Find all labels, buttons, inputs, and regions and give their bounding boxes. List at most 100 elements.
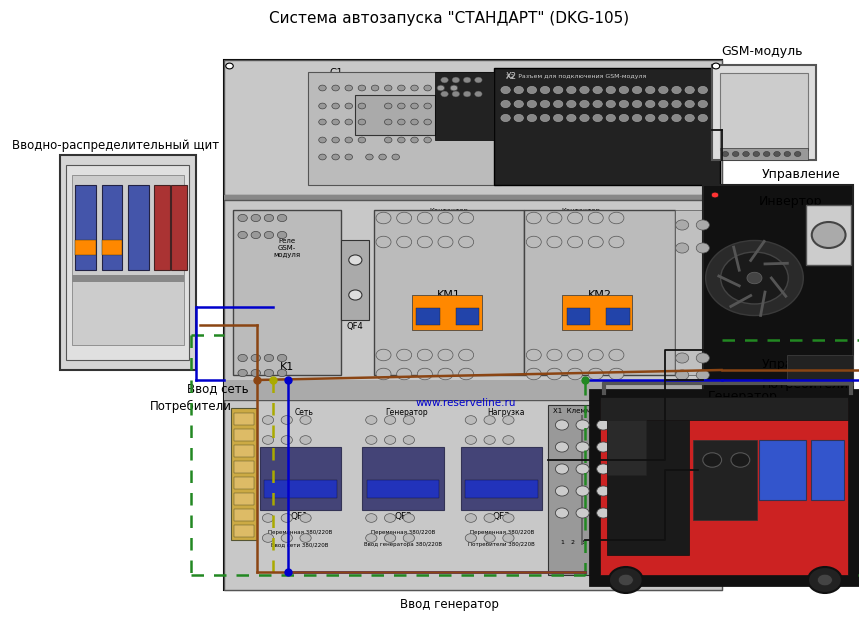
Circle shape bbox=[696, 353, 709, 363]
Circle shape bbox=[251, 214, 261, 222]
Bar bbox=[787, 355, 853, 385]
Bar bbox=[60, 155, 196, 370]
Text: Управление: Управление bbox=[762, 168, 841, 181]
Circle shape bbox=[349, 255, 362, 265]
Circle shape bbox=[392, 154, 399, 160]
Text: 2: 2 bbox=[571, 540, 574, 545]
Circle shape bbox=[262, 416, 274, 424]
Circle shape bbox=[465, 534, 476, 542]
Circle shape bbox=[527, 86, 537, 94]
Circle shape bbox=[459, 349, 474, 361]
Circle shape bbox=[441, 77, 449, 83]
Circle shape bbox=[300, 436, 311, 444]
Circle shape bbox=[576, 420, 589, 430]
Circle shape bbox=[417, 213, 432, 224]
Text: Контактор
Генератор: Контактор Генератор bbox=[561, 208, 600, 221]
Circle shape bbox=[597, 442, 610, 452]
Circle shape bbox=[514, 86, 523, 94]
Circle shape bbox=[450, 85, 458, 91]
Circle shape bbox=[547, 213, 562, 224]
Bar bbox=[590, 390, 857, 585]
Bar bbox=[607, 420, 646, 475]
Text: блок
управ.
-220/-115: блок управ. -220/-115 bbox=[381, 100, 408, 117]
Circle shape bbox=[527, 101, 537, 107]
Circle shape bbox=[423, 137, 431, 143]
Circle shape bbox=[438, 349, 453, 361]
Text: 5: 5 bbox=[601, 540, 605, 545]
Circle shape bbox=[617, 464, 630, 474]
Circle shape bbox=[475, 91, 482, 97]
Text: Вводно-распределительный щит: Вводно-распределительный щит bbox=[12, 139, 219, 152]
Circle shape bbox=[281, 416, 293, 424]
Circle shape bbox=[359, 137, 365, 143]
Circle shape bbox=[609, 368, 624, 380]
Circle shape bbox=[547, 349, 562, 361]
Circle shape bbox=[264, 369, 274, 377]
Circle shape bbox=[345, 85, 352, 91]
Circle shape bbox=[238, 231, 248, 239]
Circle shape bbox=[501, 86, 510, 94]
Bar bbox=[599, 397, 849, 420]
Circle shape bbox=[588, 349, 604, 361]
Bar bbox=[366, 480, 439, 498]
Circle shape bbox=[417, 349, 432, 361]
Circle shape bbox=[503, 514, 514, 522]
Text: Нагрузка: Нагрузка bbox=[487, 408, 524, 417]
Circle shape bbox=[553, 86, 563, 94]
Circle shape bbox=[319, 103, 326, 109]
Bar bbox=[461, 447, 542, 510]
Circle shape bbox=[372, 85, 378, 91]
Circle shape bbox=[332, 85, 339, 91]
Text: Управление: Управление bbox=[762, 358, 841, 371]
Circle shape bbox=[514, 114, 523, 122]
Circle shape bbox=[606, 86, 616, 94]
Text: 6: 6 bbox=[611, 540, 616, 545]
Circle shape bbox=[576, 442, 589, 452]
Circle shape bbox=[385, 119, 392, 125]
Circle shape bbox=[540, 86, 550, 94]
Circle shape bbox=[345, 119, 352, 125]
Circle shape bbox=[566, 114, 576, 122]
Circle shape bbox=[251, 231, 261, 239]
Bar bbox=[264, 480, 337, 498]
Text: KM2: KM2 bbox=[587, 290, 611, 300]
Circle shape bbox=[553, 114, 563, 122]
Circle shape bbox=[319, 85, 326, 91]
Circle shape bbox=[277, 369, 287, 377]
Bar bbox=[759, 440, 806, 500]
Circle shape bbox=[365, 514, 377, 522]
Circle shape bbox=[281, 514, 293, 522]
Bar bbox=[622, 415, 624, 545]
Bar bbox=[224, 200, 721, 400]
Bar bbox=[355, 95, 435, 135]
Circle shape bbox=[404, 416, 415, 424]
Circle shape bbox=[675, 243, 688, 253]
Circle shape bbox=[264, 214, 274, 222]
Circle shape bbox=[238, 369, 248, 377]
Bar bbox=[234, 525, 254, 537]
Bar bbox=[417, 308, 440, 325]
Circle shape bbox=[397, 349, 411, 361]
Text: Ввод генератор: Ввод генератор bbox=[400, 598, 499, 611]
Circle shape bbox=[675, 353, 688, 363]
Text: X1  Клеммы генератора: X1 Клеммы генератора bbox=[553, 408, 641, 414]
Bar bbox=[102, 240, 122, 255]
Circle shape bbox=[597, 420, 610, 430]
Circle shape bbox=[385, 416, 396, 424]
Circle shape bbox=[579, 86, 589, 94]
Circle shape bbox=[527, 368, 541, 380]
Text: www.reserveline.ru: www.reserveline.ru bbox=[416, 398, 516, 408]
Circle shape bbox=[452, 77, 460, 83]
Circle shape bbox=[773, 151, 780, 156]
Circle shape bbox=[459, 213, 474, 224]
Circle shape bbox=[555, 420, 568, 430]
Circle shape bbox=[226, 63, 233, 69]
Circle shape bbox=[811, 222, 845, 248]
Circle shape bbox=[319, 119, 326, 125]
Circle shape bbox=[698, 114, 708, 122]
Circle shape bbox=[410, 85, 418, 91]
Circle shape bbox=[555, 486, 568, 496]
Circle shape bbox=[300, 534, 311, 542]
Circle shape bbox=[503, 436, 514, 444]
Circle shape bbox=[332, 103, 339, 109]
